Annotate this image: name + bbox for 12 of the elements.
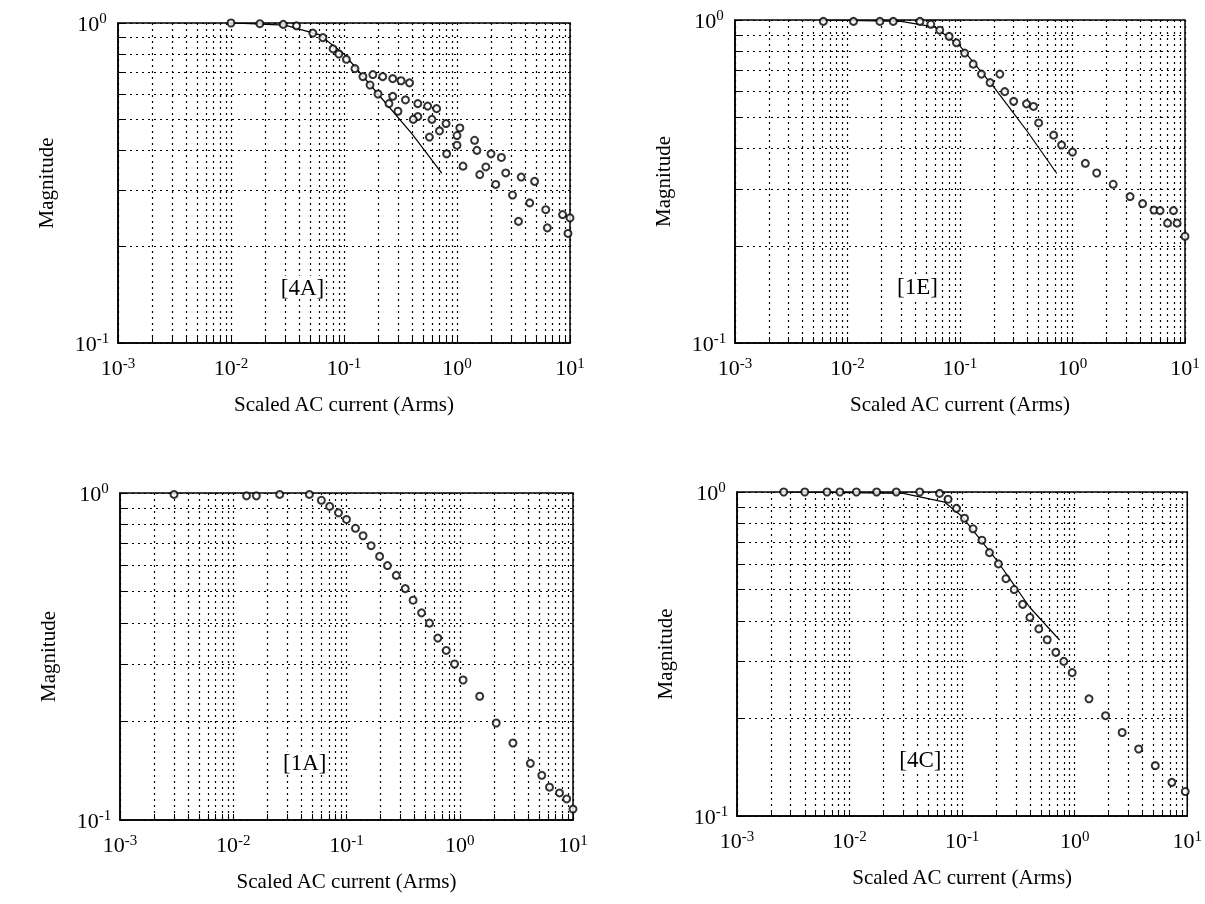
annotation: [4C] <box>899 746 942 772</box>
x-axis-title: Scaled AC current (Arms) <box>850 391 1070 416</box>
annotation: [4A] <box>280 274 325 300</box>
y-axis-title: Magnitude <box>650 136 675 227</box>
annotation: [1A] <box>283 750 327 776</box>
x-axis-title: Scaled AC current (Arms) <box>852 864 1073 889</box>
y-axis-title: Magnitude <box>652 608 677 700</box>
y-axis-title: Magnitude <box>33 137 58 229</box>
y-axis-title: Magnitude <box>35 611 60 702</box>
x-axis-title: Scaled AC current (Arms) <box>234 391 454 416</box>
annotation: [1E] <box>897 274 938 300</box>
x-axis-title: Scaled AC current (Arms) <box>236 868 457 893</box>
